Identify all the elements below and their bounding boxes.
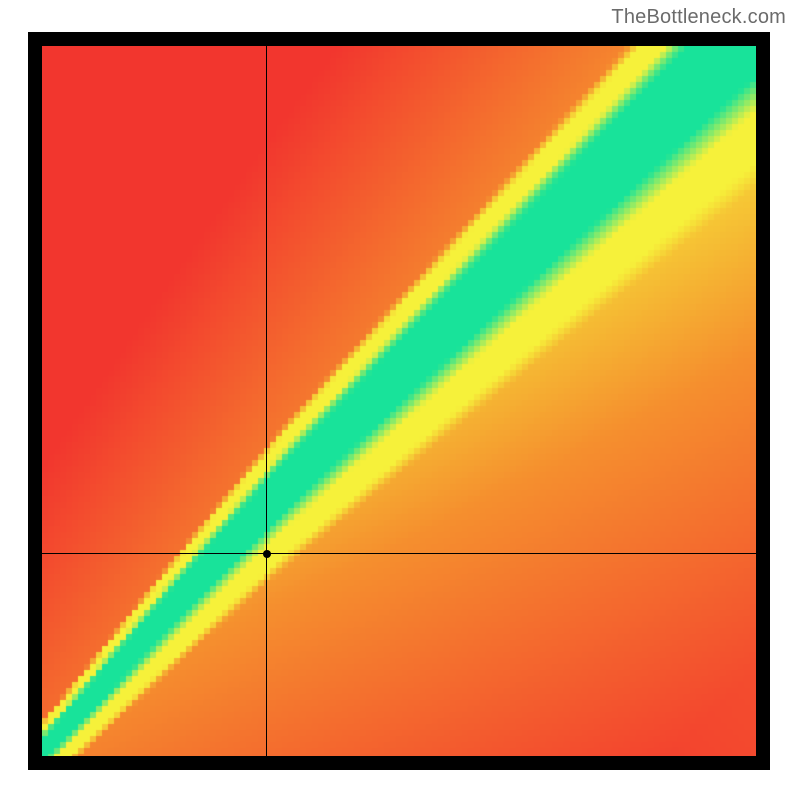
- crosshair-marker: [263, 550, 271, 558]
- crosshair-vertical: [266, 46, 267, 756]
- watermark-text: TheBottleneck.com: [611, 6, 786, 29]
- crosshair-horizontal: [42, 553, 756, 554]
- chart-container: TheBottleneck.com: [0, 0, 800, 800]
- bottleneck-heatmap: [42, 46, 756, 756]
- plot-frame: [28, 32, 770, 770]
